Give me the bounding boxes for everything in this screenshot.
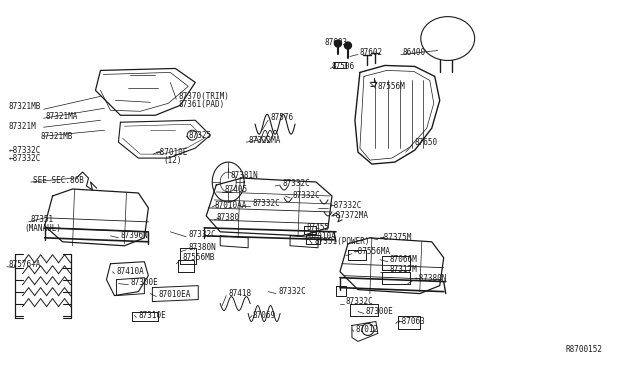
Text: ←87372MA: ←87372MA xyxy=(332,211,369,220)
Text: (MANAUL): (MANAUL) xyxy=(25,224,61,233)
Text: 87325: 87325 xyxy=(188,131,211,140)
Text: 87576+A: 87576+A xyxy=(9,260,41,269)
Text: 87603: 87603 xyxy=(325,38,348,47)
Text: 87396N: 87396N xyxy=(120,231,148,240)
Text: 87012: 87012 xyxy=(356,325,379,334)
Text: 87556M: 87556M xyxy=(378,82,406,91)
Text: 87380N: 87380N xyxy=(188,243,216,252)
Text: ←87063: ←87063 xyxy=(398,317,426,326)
Text: ←87332C: ←87332C xyxy=(330,201,362,211)
Text: 87321MB: 87321MB xyxy=(9,102,41,111)
Text: R8700152: R8700152 xyxy=(566,345,602,354)
Text: 87351: 87351 xyxy=(31,215,54,224)
Text: 87361(PAD): 87361(PAD) xyxy=(179,100,225,109)
Text: 87576: 87576 xyxy=(270,113,293,122)
Text: 87370(TRIM): 87370(TRIM) xyxy=(179,92,229,101)
Text: SEE SEC.86B: SEE SEC.86B xyxy=(33,176,83,185)
Text: 87332C: 87332C xyxy=(252,199,280,208)
Text: 87322MA: 87322MA xyxy=(248,136,280,145)
Text: 87332C: 87332C xyxy=(346,297,374,306)
Text: 87556MB: 87556MB xyxy=(182,253,214,262)
Text: 87010EA: 87010EA xyxy=(158,290,191,299)
Circle shape xyxy=(344,42,351,49)
Text: ←87332C: ←87332C xyxy=(9,154,41,163)
Text: 87506: 87506 xyxy=(332,62,355,71)
Text: 87650: 87650 xyxy=(415,138,438,147)
Text: 87381N: 87381N xyxy=(230,170,258,180)
Text: 87010A: 87010A xyxy=(308,232,336,241)
Text: 87321M: 87321M xyxy=(9,122,36,131)
Text: ←87380N: ←87380N xyxy=(415,274,447,283)
Text: 87066M: 87066M xyxy=(390,255,417,264)
Text: 87317M: 87317M xyxy=(390,265,417,274)
Text: 87332C: 87332C xyxy=(292,192,320,201)
Text: 87351(POWER): 87351(POWER) xyxy=(314,237,369,246)
Circle shape xyxy=(335,40,342,47)
Text: 87332C: 87332C xyxy=(188,230,216,239)
Text: 87300E: 87300E xyxy=(366,307,394,316)
Text: 87455: 87455 xyxy=(306,223,329,232)
Text: ←87556MA: ←87556MA xyxy=(354,247,391,256)
Text: 87418: 87418 xyxy=(228,289,252,298)
Text: 87602: 87602 xyxy=(360,48,383,57)
Text: 87321MA: 87321MA xyxy=(45,112,78,121)
Text: 87332C: 87332C xyxy=(278,287,306,296)
Text: 87332C: 87332C xyxy=(282,179,310,187)
Text: →87375M: →87375M xyxy=(380,233,412,242)
Text: ←87332C: ←87332C xyxy=(9,145,41,155)
Text: (12): (12) xyxy=(163,155,182,164)
Text: 87069: 87069 xyxy=(252,311,275,320)
Text: 87300E: 87300E xyxy=(131,278,158,287)
Text: 87010AA: 87010AA xyxy=(214,201,246,211)
Text: 87410A: 87410A xyxy=(116,267,144,276)
Text: 87310E: 87310E xyxy=(138,311,166,320)
Text: 87321MB: 87321MB xyxy=(40,132,73,141)
Text: 87405: 87405 xyxy=(224,186,247,195)
Text: 87380: 87380 xyxy=(216,214,239,222)
Text: 86400: 86400 xyxy=(403,48,426,57)
Text: ←87010E: ←87010E xyxy=(156,148,188,157)
